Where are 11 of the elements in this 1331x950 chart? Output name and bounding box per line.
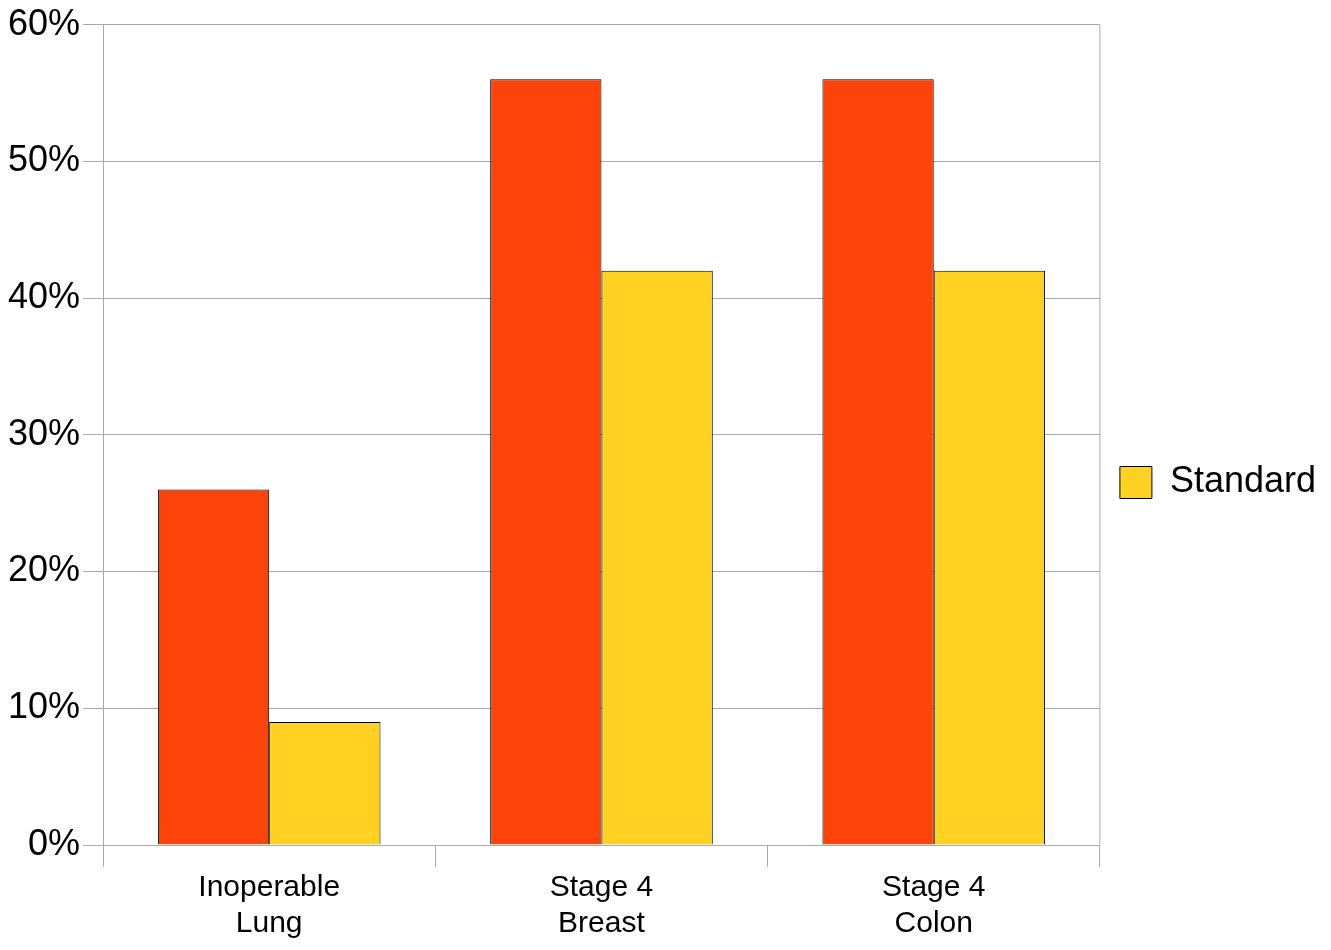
y-tick-label: 50% [7,138,81,180]
y-tick-label: 60% [7,1,81,43]
legend-label: Standard [1169,459,1316,501]
y-tick-label: 10% [7,685,81,727]
y-tick-label: 30% [7,411,81,453]
x-tick-label: Inoperable Lung [198,869,341,939]
x-tick-label: Stage 4 Colon [882,869,986,939]
y-tick-label: 20% [7,548,81,590]
y-tick-label: 0% [28,821,81,863]
x-tick-label: Stage 4 Breast [549,869,654,939]
y-tick-label: 40% [7,274,81,316]
